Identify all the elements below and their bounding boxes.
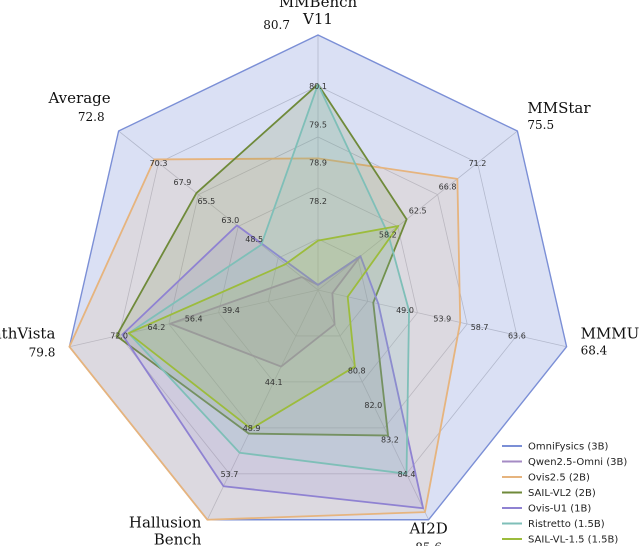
axis-5-tick-1: 44.1	[265, 378, 283, 387]
grid-ring-1	[267, 238, 369, 337]
axis-4-tick-4: 84.4	[398, 470, 416, 479]
legend-label-4: SAIL-VL2 (2B)	[528, 488, 596, 499]
series-2-polygon	[169, 255, 362, 368]
axis-7-tick-4: 67.9	[174, 178, 192, 187]
grid-layer	[69, 35, 567, 520]
axis-spoke-6	[69, 289, 319, 348]
series-4-polygon	[115, 83, 408, 437]
axis-2-label: MMStar	[527, 99, 591, 117]
axis-2-tick-2: 62.5	[409, 207, 427, 216]
tick-layer: 78.2 78.9 79.5 80.1 58.2 62.5 66.8 71.2 49.0 53.9…	[110, 82, 526, 479]
axis-1-label: MMBench V11	[279, 0, 358, 28]
series-1-polygon	[68, 34, 568, 521]
legend: OmniFysics (3B) Qwen2.5-Omni (3B) Ovis2.5 …	[502, 442, 627, 546]
series-7-polygon	[127, 225, 400, 430]
axis-1-label-line-2: V11	[302, 10, 333, 28]
grid-ring-2	[218, 187, 418, 383]
axis-4-label-line-1: AI2D	[408, 520, 447, 538]
axis-6-label-line-1: MathVista	[0, 325, 55, 343]
axis-1-tick-1: 78.2	[309, 197, 327, 206]
axis-3-max: 68.4	[581, 344, 608, 358]
axis-6-tick-4: 72.0	[110, 331, 128, 340]
series-3-polygon	[68, 157, 462, 521]
axis-7-max: 72.8	[78, 110, 105, 124]
axis-1-max: 80.7	[263, 18, 290, 32]
legend-label-3: Ovis2.5 (2B)	[528, 473, 590, 484]
axis-3-tick-4: 63.6	[508, 331, 526, 340]
axis-5-label-line-2: Bench	[154, 531, 202, 546]
axis-7-label: Average	[47, 89, 110, 107]
axis-7-tick-1: 48.5	[245, 235, 263, 244]
axis-7-label-line-1: Average	[47, 89, 110, 107]
axis-5-tick-2: 48.9	[243, 424, 261, 433]
axis-3-tick-3: 58.7	[471, 323, 489, 332]
axis-5-label: Hallusion Bench	[129, 514, 202, 546]
axis-3-tick-2: 53.9	[433, 314, 451, 323]
axis-1-tick-2: 78.9	[309, 159, 327, 168]
axis-6-tick-2: 56.4	[185, 314, 203, 323]
axis-4-tick-1: 80.8	[348, 366, 366, 375]
axis-1-tick-4: 80.1	[309, 82, 327, 91]
axis-3-label-line-1: MMMU	[581, 325, 640, 343]
axis-4-label: AI2D	[408, 520, 447, 538]
axis-5-label-line-1: Hallusion	[129, 514, 202, 532]
series-layer	[68, 34, 568, 521]
axis-6-tick-1: 39.4	[222, 306, 240, 315]
grid-ring-3	[168, 136, 468, 429]
legend-label-2: Qwen2.5-Omni (3B)	[528, 457, 627, 468]
axis-spoke-3	[317, 289, 567, 348]
axis-2-label-line-1: MMStar	[527, 99, 591, 117]
axis-2-tick-4: 71.2	[469, 159, 487, 168]
axis-4-max: 85.6	[415, 541, 442, 546]
axis-7-tick-2: 63.0	[221, 216, 239, 225]
axis-6-tick-3: 64.2	[147, 323, 165, 332]
axis-4-tick-2: 82.0	[364, 401, 382, 410]
axis-1-label-line-1: MMBench	[279, 0, 358, 11]
legend-label-6: Ristretto (1.5B)	[528, 519, 605, 530]
legend-label-7: SAIL-VL-1.5 (1.5B)	[528, 535, 618, 546]
legend-label-1: OmniFysics (3B)	[528, 442, 608, 453]
axis-2-tick-3: 66.8	[439, 183, 457, 192]
axis-4-tick-3: 83.2	[381, 435, 399, 444]
axis-2-tick-1: 58.2	[379, 230, 397, 239]
axis-7-tick-5: 70.3	[150, 159, 168, 168]
axis-6-max: 79.8	[29, 346, 56, 360]
axis-spoke-2	[317, 130, 518, 291]
grid-ring-4	[118, 85, 518, 475]
axis-2-max: 75.5	[527, 118, 554, 132]
axis-6-label: MathVista	[0, 325, 55, 343]
axis-5-tick-3: 53.7	[221, 470, 239, 479]
axis-1-tick-3: 79.5	[309, 120, 327, 129]
legend-label-5: Ovis-U1 (1B)	[528, 504, 591, 515]
axis-3-label: MMMU	[581, 325, 640, 343]
axis-spoke-4	[317, 289, 430, 520]
axis-spoke-5	[206, 289, 319, 520]
axis-7-tick-3: 65.5	[197, 197, 215, 206]
axis-spoke-7	[118, 130, 319, 291]
axis-3-tick-1: 49.0	[396, 306, 414, 315]
